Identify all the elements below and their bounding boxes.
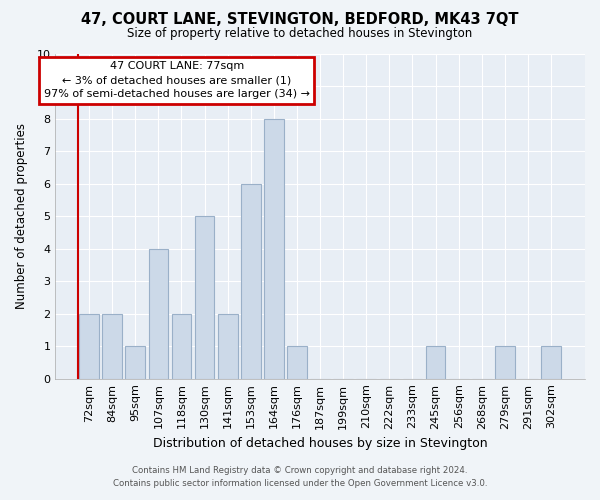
Bar bbox=[495, 346, 515, 378]
Text: Size of property relative to detached houses in Stevington: Size of property relative to detached ho… bbox=[127, 28, 473, 40]
Bar bbox=[149, 249, 168, 378]
Text: 47, COURT LANE, STEVINGTON, BEDFORD, MK43 7QT: 47, COURT LANE, STEVINGTON, BEDFORD, MK4… bbox=[81, 12, 519, 28]
Bar bbox=[103, 314, 122, 378]
Bar bbox=[125, 346, 145, 378]
Bar bbox=[172, 314, 191, 378]
Text: 47 COURT LANE: 77sqm
← 3% of detached houses are smaller (1)
97% of semi-detache: 47 COURT LANE: 77sqm ← 3% of detached ho… bbox=[44, 61, 310, 99]
Bar bbox=[218, 314, 238, 378]
Bar bbox=[241, 184, 260, 378]
Bar bbox=[195, 216, 214, 378]
Bar bbox=[541, 346, 561, 378]
X-axis label: Distribution of detached houses by size in Stevington: Distribution of detached houses by size … bbox=[153, 437, 487, 450]
Text: Contains HM Land Registry data © Crown copyright and database right 2024.
Contai: Contains HM Land Registry data © Crown c… bbox=[113, 466, 487, 487]
Y-axis label: Number of detached properties: Number of detached properties bbox=[15, 124, 28, 310]
Bar bbox=[426, 346, 445, 378]
Bar bbox=[264, 119, 284, 378]
Bar bbox=[287, 346, 307, 378]
Bar bbox=[79, 314, 99, 378]
